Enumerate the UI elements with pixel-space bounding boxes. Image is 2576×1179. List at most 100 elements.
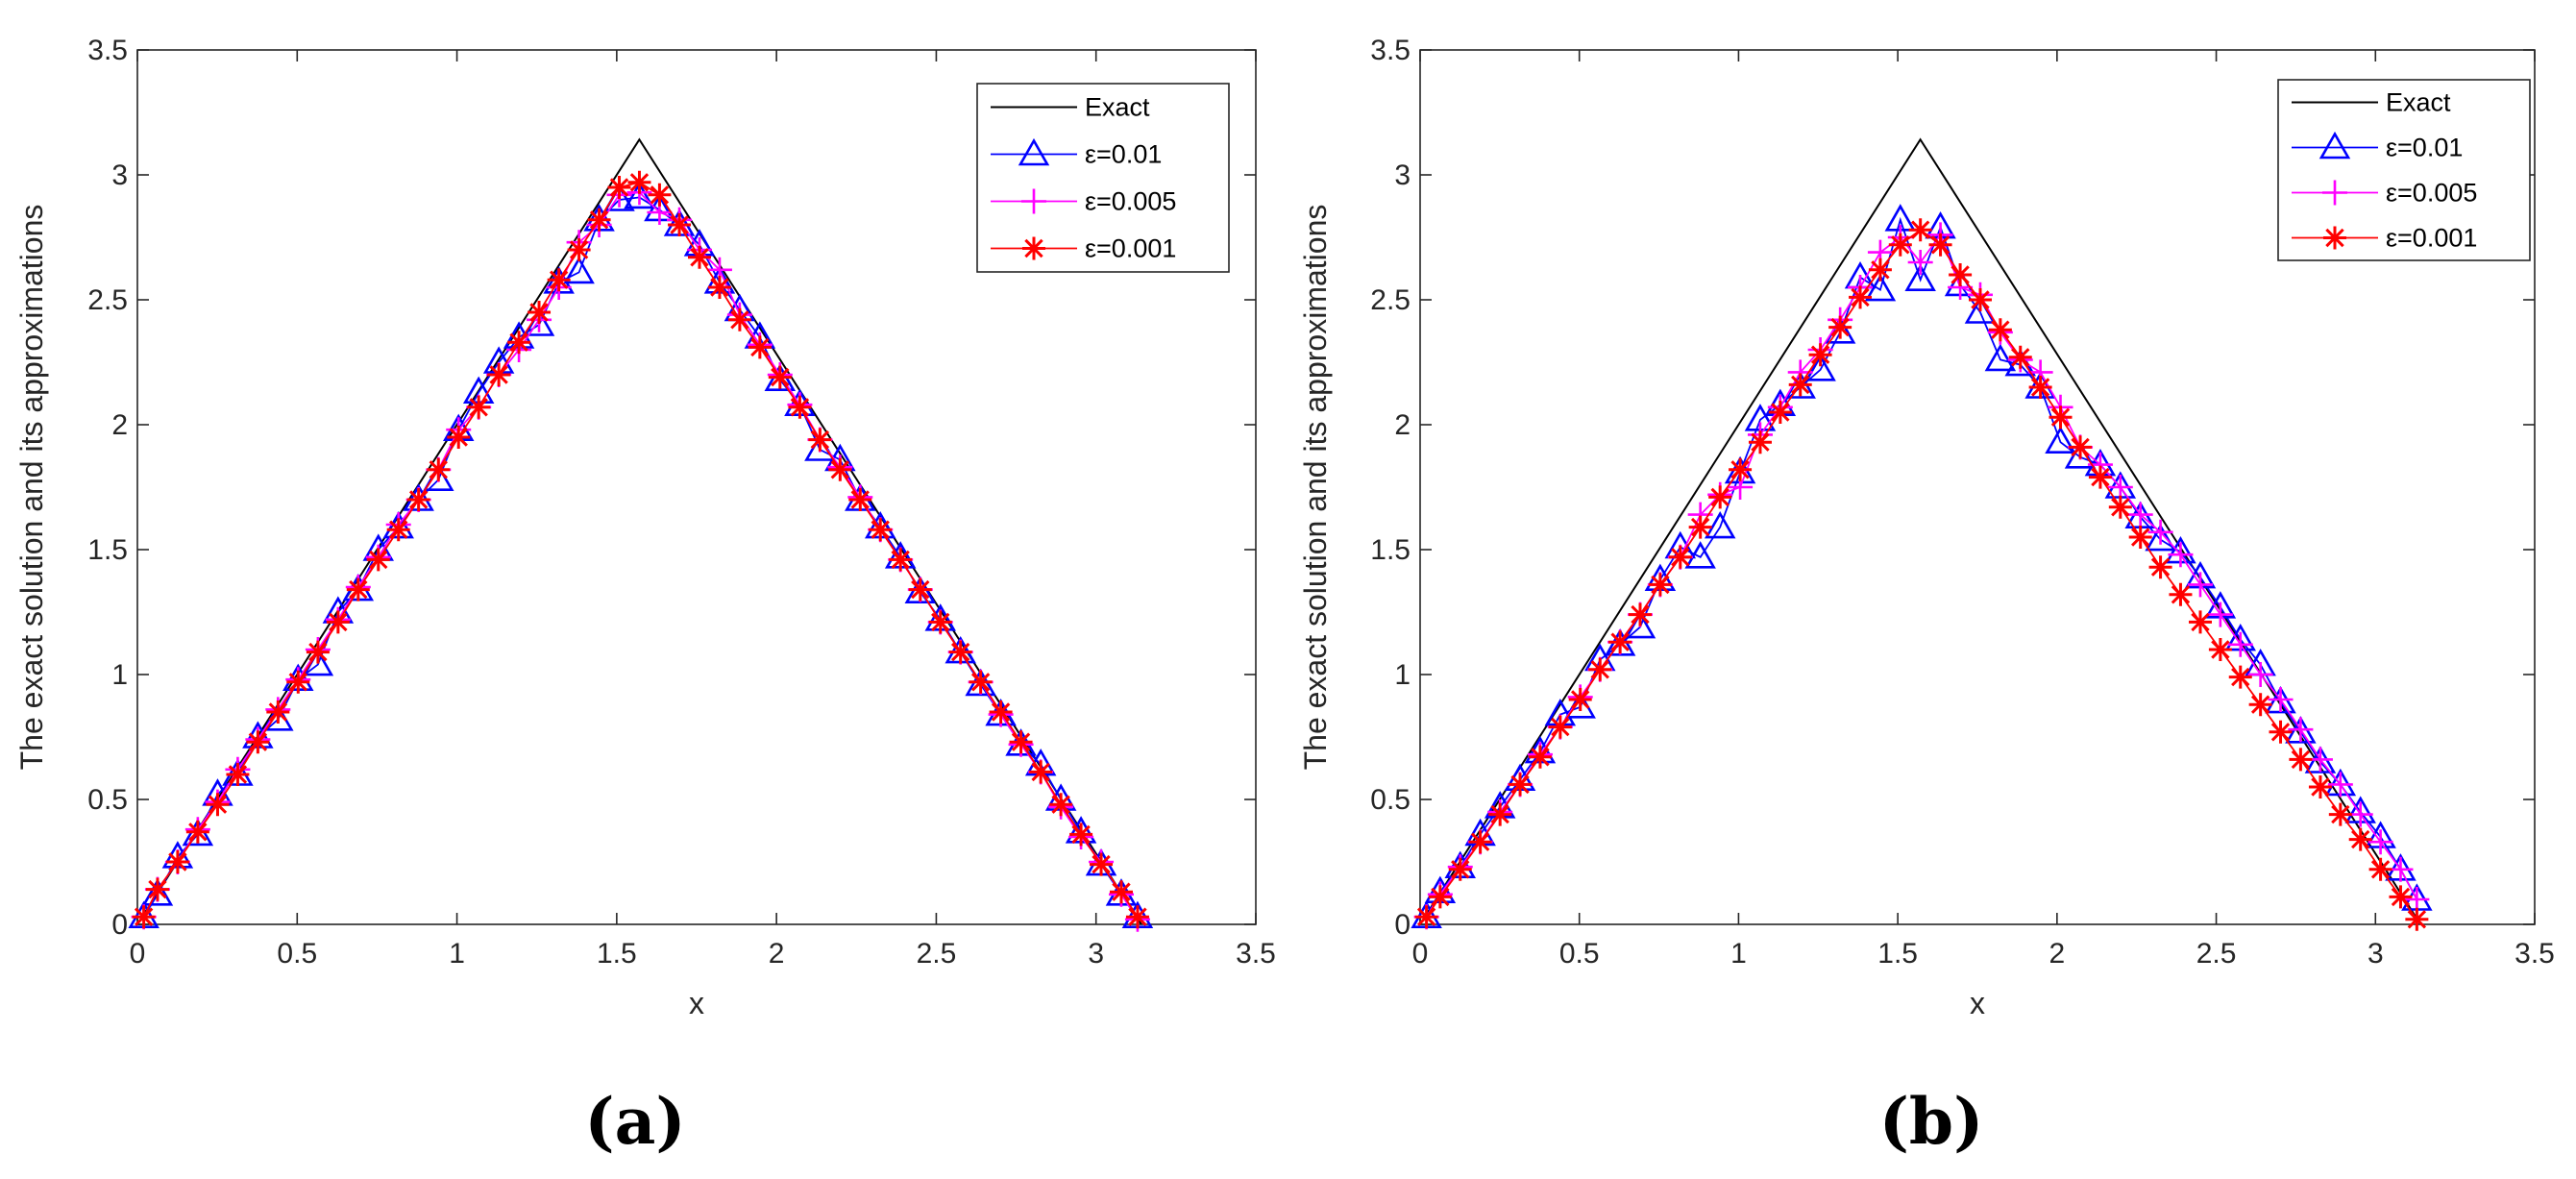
data-point [1668, 545, 1692, 569]
data-point [1548, 715, 1572, 739]
data-point [141, 878, 174, 906]
legend-marker [1021, 188, 1046, 214]
data-point [1907, 250, 1933, 275]
data-point [2269, 720, 2293, 744]
legend-entry-label: ε=0.01 [2386, 134, 2463, 162]
data-point [2388, 856, 2414, 882]
data-point [948, 640, 972, 664]
data-point [2367, 829, 2393, 855]
data-point [969, 670, 993, 694]
y-axis-label: The exact solution and its approximation… [14, 205, 49, 771]
y-tick-label: 2.5 [1370, 284, 1411, 316]
data-point [2208, 638, 2232, 661]
data-point [427, 457, 451, 481]
legend: Exact ε=0.01 ε=0.005 ε=0.001 [976, 83, 1230, 273]
data-point [447, 426, 471, 449]
data-point [1988, 318, 2012, 342]
data-point [928, 610, 952, 634]
data-point [1029, 760, 1053, 784]
data-point [1448, 857, 1472, 881]
data-point [1928, 233, 1952, 257]
data-point [2247, 662, 2273, 687]
data-point [326, 610, 350, 634]
y-tick-label: 1.5 [1370, 534, 1411, 566]
data-point [2308, 775, 2332, 798]
panel-label: (a) [584, 1084, 685, 1159]
y-tick-label: 0.5 [87, 784, 128, 816]
data-point [1629, 602, 1653, 626]
data-point [587, 208, 611, 232]
x-tick-label: 0 [1412, 938, 1429, 970]
data-point [165, 850, 189, 873]
data-point [547, 268, 571, 292]
data-point [2147, 519, 2173, 545]
data-point [2348, 827, 2372, 851]
data-point [748, 335, 772, 359]
data-point [2404, 887, 2430, 912]
data-point [869, 518, 893, 542]
y-tick-label: 1 [1394, 659, 1411, 691]
legend-entry-label: ε=0.005 [2386, 179, 2477, 208]
y-axis-label: The exact solution and its approximation… [1298, 205, 1333, 771]
data-point [2088, 465, 2112, 489]
data-point [627, 170, 651, 194]
data-point [1608, 630, 1632, 654]
legend-entry-label: ε=0.01 [1085, 140, 1162, 169]
data-point [1648, 573, 1672, 597]
data-point [1069, 823, 1093, 847]
data-point [2148, 555, 2172, 579]
data-point [2069, 435, 2093, 459]
data-point [2228, 665, 2252, 689]
x-tick-label: 1.5 [1877, 938, 1918, 970]
data-point [132, 905, 156, 929]
legend-marker [1018, 137, 1050, 166]
data-point [1804, 354, 1836, 381]
data-point [567, 238, 591, 261]
data-point [306, 640, 330, 664]
y-tick-label: 3.5 [87, 35, 128, 66]
x-tick-label: 1 [1730, 938, 1747, 970]
data-point [226, 763, 250, 786]
legend-box [976, 83, 1230, 273]
data-point [406, 488, 430, 511]
data-point [727, 307, 751, 332]
panel-b: 0 0.5 1 1.5 2 2.5 3 3.5 0 0.5 1 1.5 2 2.5 3 3.5 x The exa… [1298, 35, 2555, 1159]
data-point [1049, 793, 1073, 817]
data-point [1414, 905, 1438, 929]
data-point [2268, 687, 2294, 712]
data-point [989, 700, 1013, 724]
data-point [1624, 610, 1656, 639]
data-point [2008, 345, 2032, 369]
data-point [828, 457, 852, 481]
data-point [1488, 802, 1512, 826]
data-point [788, 395, 812, 419]
legend-entry-label: ε=0.005 [1085, 187, 1176, 216]
data-point [2328, 802, 2352, 826]
x-tick-label: 1.5 [597, 938, 637, 970]
data-point [2327, 772, 2353, 798]
data-point [2107, 475, 2133, 500]
data-point [2288, 717, 2314, 743]
y-tick-label: 2 [1394, 409, 1411, 441]
y-tick-label: 1 [111, 659, 128, 691]
x-axis-label: x [1970, 986, 1985, 1020]
data-point [1468, 830, 1492, 854]
data-point [2405, 907, 2429, 931]
data-point [1864, 273, 1897, 302]
data-point [1949, 263, 1973, 286]
data-point [624, 181, 655, 209]
data-point [386, 518, 410, 542]
data-point [487, 363, 511, 386]
data-point [2207, 602, 2233, 627]
data-point [2227, 631, 2253, 657]
x-tick-label: 3 [2367, 938, 2384, 970]
data-point [2108, 495, 2132, 519]
data-point [1528, 745, 1552, 769]
x-tick-label: 0 [130, 938, 146, 970]
data-point [366, 548, 390, 572]
data-point [1704, 510, 1736, 539]
legend: Exact ε=0.01 ε=0.005 ε=0.001 [2277, 79, 2531, 261]
data-point [1968, 288, 1992, 311]
data-point [1688, 515, 1712, 539]
